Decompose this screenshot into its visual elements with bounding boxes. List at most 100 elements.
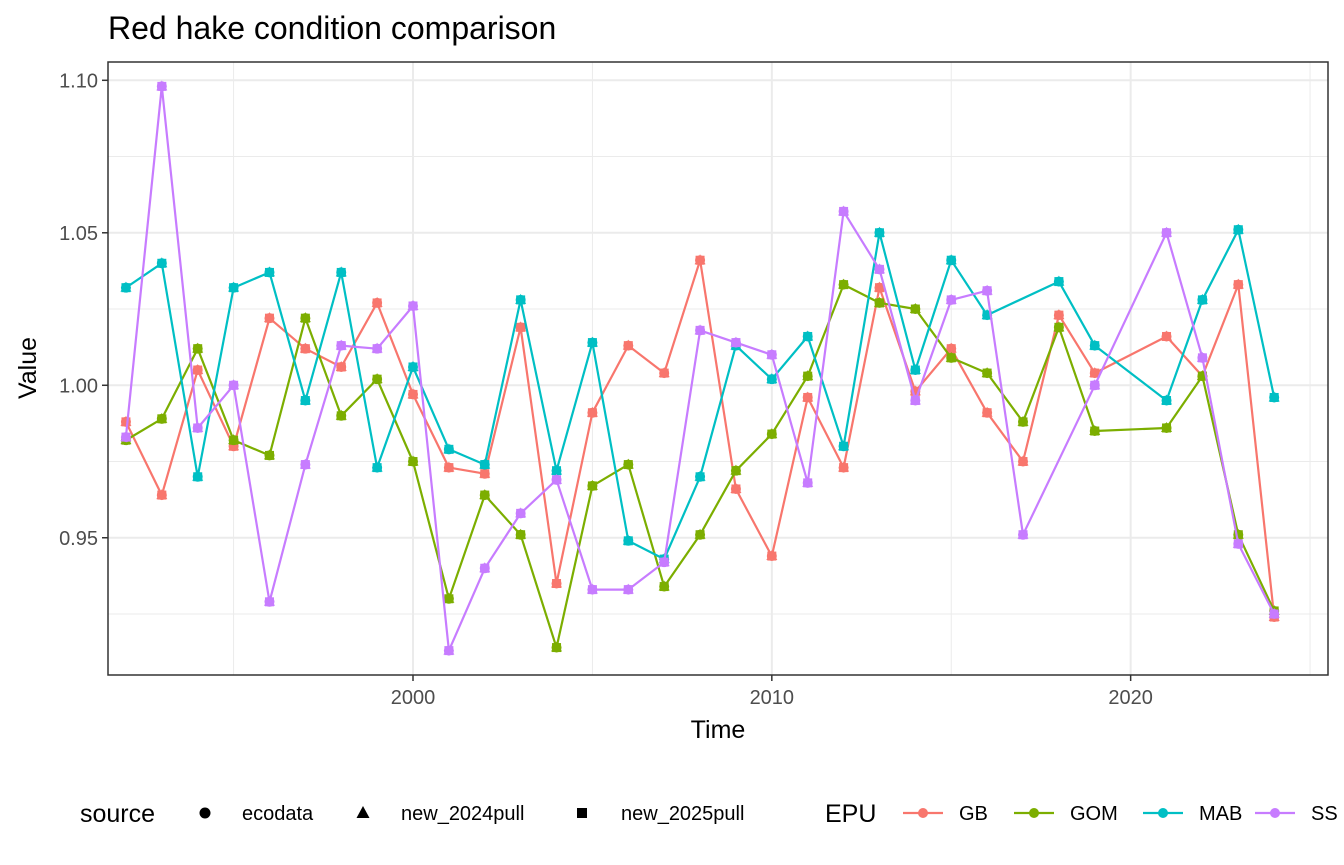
x-tick-label: 2010 bbox=[750, 687, 795, 709]
data-point-gb bbox=[767, 551, 777, 561]
data-point-gb bbox=[121, 417, 131, 427]
data-point-gb bbox=[264, 313, 274, 323]
data-point-gom bbox=[767, 429, 777, 439]
data-point-mab bbox=[300, 396, 310, 406]
data-point-mab bbox=[695, 472, 705, 482]
data-point-gb bbox=[300, 344, 310, 354]
legend-key-gom bbox=[1029, 808, 1039, 818]
data-point-ss bbox=[946, 295, 956, 305]
data-point-gb bbox=[731, 484, 741, 494]
y-axis: 0.95 1.00 1.05 1.10 bbox=[59, 70, 108, 550]
data-point-gom bbox=[1162, 423, 1172, 433]
y-axis-title: Value bbox=[14, 337, 42, 399]
data-point-ss bbox=[336, 341, 346, 351]
data-point-ss bbox=[731, 338, 741, 348]
data-point-gb bbox=[157, 490, 167, 500]
data-point-mab bbox=[552, 466, 562, 476]
data-point-gom bbox=[587, 481, 597, 491]
data-point-mab bbox=[1233, 225, 1243, 235]
data-point-mab bbox=[336, 267, 346, 277]
data-point-ss bbox=[982, 286, 992, 296]
data-point-ss bbox=[264, 597, 274, 607]
data-point-mab bbox=[946, 255, 956, 265]
data-point-gb bbox=[803, 392, 813, 402]
data-point-mab bbox=[910, 365, 920, 375]
data-point-gom bbox=[157, 414, 167, 424]
data-point-ss bbox=[300, 460, 310, 470]
data-point-ss bbox=[1233, 539, 1243, 549]
data-point-ss bbox=[1162, 228, 1172, 238]
data-point-gom bbox=[946, 353, 956, 363]
data-point-gom bbox=[229, 435, 239, 445]
data-point-gb bbox=[1090, 368, 1100, 378]
data-point-gb bbox=[695, 255, 705, 265]
x-axis: 2000 2010 2020 bbox=[391, 675, 1153, 709]
data-point-ss bbox=[659, 557, 669, 567]
legend-title-epu: EPU bbox=[825, 800, 876, 828]
legend-key-mab bbox=[1158, 808, 1168, 818]
legend-key-new_2024pull bbox=[356, 806, 370, 818]
data-point-gom bbox=[910, 304, 920, 314]
legend-title-source: source bbox=[80, 800, 155, 828]
series-line-ss bbox=[124, 85, 1276, 652]
data-point-ss bbox=[121, 432, 131, 442]
data-point-gom bbox=[444, 594, 454, 604]
data-point-mab bbox=[1054, 277, 1064, 287]
data-point-mab bbox=[408, 362, 418, 372]
data-point-ss bbox=[193, 423, 203, 433]
data-point-gb bbox=[1233, 280, 1243, 290]
data-point-gom bbox=[300, 313, 310, 323]
data-point-ss bbox=[767, 350, 777, 360]
data-point-gb bbox=[946, 344, 956, 354]
series-mab bbox=[120, 223, 1280, 565]
legend-label-mab: MAB bbox=[1199, 803, 1242, 825]
data-point-gb bbox=[623, 341, 633, 351]
data-point-ss bbox=[623, 585, 633, 595]
data-point-gom bbox=[803, 371, 813, 381]
data-point-gb bbox=[1018, 457, 1028, 467]
data-point-gb bbox=[874, 283, 884, 293]
series-line-gom bbox=[125, 283, 1276, 649]
data-point-gb bbox=[444, 463, 454, 473]
data-point-gom bbox=[1054, 322, 1064, 332]
data-point-mab bbox=[1197, 295, 1207, 305]
data-point-gom bbox=[1197, 371, 1207, 381]
legend-label-ss: SS bbox=[1311, 803, 1338, 825]
data-point-gom bbox=[1018, 417, 1028, 427]
data-point-gb bbox=[1162, 331, 1172, 341]
plot-panel bbox=[107, 61, 1329, 676]
data-point-mab bbox=[1162, 396, 1172, 406]
data-point-gb bbox=[229, 441, 239, 451]
series-ss bbox=[120, 80, 1280, 656]
data-point-gom bbox=[372, 374, 382, 384]
data-point-gb bbox=[659, 368, 669, 378]
data-point-gb bbox=[408, 389, 418, 399]
data-point-ss bbox=[695, 325, 705, 335]
data-point-ss bbox=[587, 585, 597, 595]
data-point-mab bbox=[839, 441, 849, 451]
y-tick-label: 0.95 bbox=[59, 528, 98, 550]
data-point-ss bbox=[910, 396, 920, 406]
data-point-gb bbox=[839, 463, 849, 473]
data-point-ss bbox=[552, 475, 562, 485]
data-point-gom bbox=[731, 466, 741, 476]
data-point-gom bbox=[193, 344, 203, 354]
data-point-gb bbox=[552, 579, 562, 589]
x-axis-title: Time bbox=[691, 716, 746, 744]
data-point-mab bbox=[587, 338, 597, 348]
data-point-ss bbox=[1018, 530, 1028, 540]
data-point-mab bbox=[157, 258, 167, 268]
data-point-gb bbox=[982, 408, 992, 418]
data-point-mab bbox=[444, 444, 454, 454]
data-point-gom bbox=[264, 450, 274, 460]
data-point-ss bbox=[444, 646, 454, 656]
legend-label-ecodata: ecodata bbox=[242, 803, 314, 825]
data-point-gom bbox=[695, 530, 705, 540]
data-point-mab bbox=[767, 374, 777, 384]
data-point-ss bbox=[229, 380, 239, 390]
data-point-gb bbox=[587, 408, 597, 418]
data-point-gom bbox=[336, 411, 346, 421]
legend-key-new_2025pull bbox=[577, 808, 587, 818]
data-point-gom bbox=[480, 490, 490, 500]
